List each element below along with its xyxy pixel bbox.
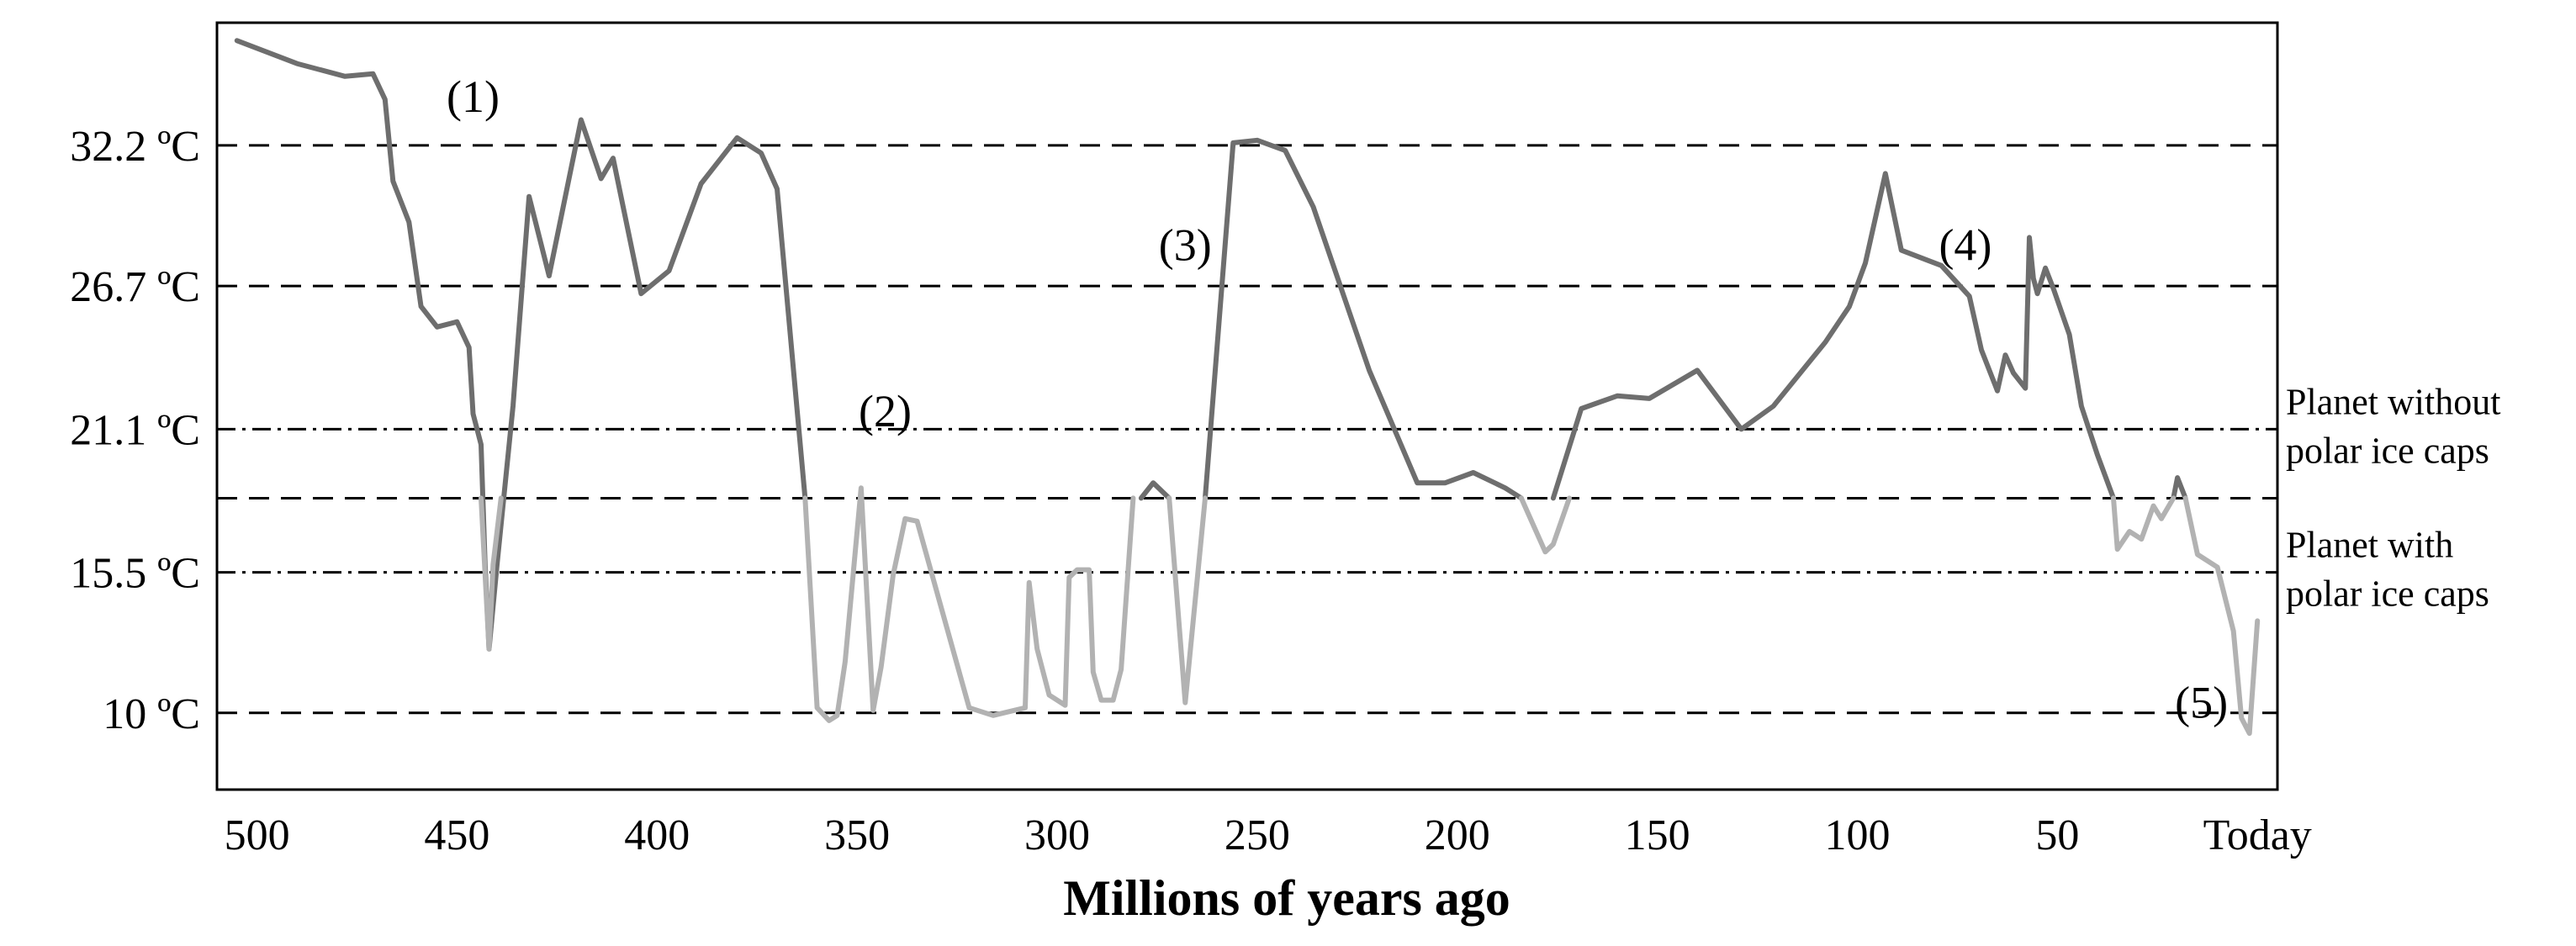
temperature-line-segment: [1166, 495, 1208, 706]
period-annotation: (2): [859, 386, 912, 436]
y-tick-label: 15.5 ºC: [70, 550, 200, 598]
temperature-line-segment: [1550, 171, 2116, 501]
temperature-line-segment: [479, 495, 504, 652]
x-tick-label: 200: [1425, 811, 1490, 859]
x-tick-label: 500: [225, 811, 290, 859]
y-tick-label: 21.1 ºC: [70, 406, 200, 454]
x-tick-label: 350: [824, 811, 890, 859]
reference-line-label: polar ice caps: [2286, 573, 2489, 615]
temperature-line-segment: [802, 485, 1136, 723]
x-axis-label: Millions of years ago: [1063, 870, 1510, 926]
temperature-line-segment: [2182, 495, 2261, 737]
x-tick-label: 450: [424, 811, 489, 859]
x-tick-label: Today: [2203, 811, 2312, 859]
reference-line-label: polar ice caps: [2286, 430, 2489, 471]
x-tick-label: 50: [2035, 811, 2079, 859]
reference-line-label: Planet with: [2286, 525, 2453, 566]
y-tick-label: 26.7 ºC: [70, 263, 200, 311]
period-annotation: (1): [447, 71, 500, 122]
x-tick-label: 300: [1024, 811, 1090, 859]
temperature-line-segment: [1518, 495, 1572, 555]
x-tick-label: 400: [624, 811, 690, 859]
period-annotation: (3): [1159, 219, 1212, 270]
y-tick-label: 32.2 ºC: [70, 123, 200, 171]
temperature-line-segment: [1203, 137, 1524, 501]
reference-line-label: Planet without: [2286, 381, 2500, 422]
period-annotation: (5): [2175, 678, 2228, 728]
plot-frame: [215, 21, 2279, 791]
x-tick-label: 250: [1225, 811, 1290, 859]
temperature-line-segment: [2171, 475, 2188, 501]
x-tick-label: 100: [1824, 811, 1890, 859]
y-tick-label: 10 ºC: [103, 690, 200, 738]
period-annotation: (4): [1939, 219, 1992, 270]
temperature-line-segment: [1138, 480, 1172, 501]
x-tick-label: 150: [1625, 811, 1690, 859]
temperature-line-segment: [2111, 495, 2177, 552]
